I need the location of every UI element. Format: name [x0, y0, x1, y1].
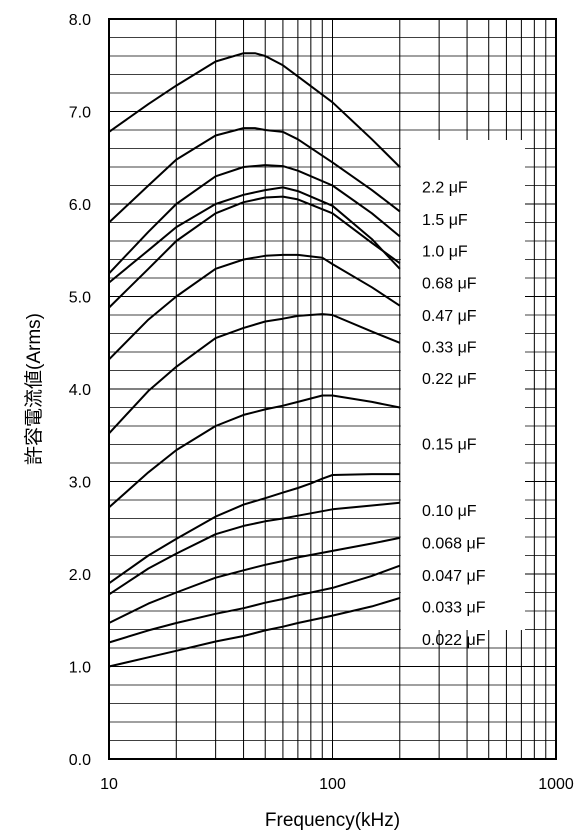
y-tick-label: 6.0	[69, 197, 91, 214]
y-tick-label: 5.0	[69, 290, 91, 307]
series-label: 0.33 μF	[422, 339, 477, 356]
series-label: 1.5 μF	[422, 212, 468, 229]
series-label: 0.047 μF	[422, 568, 486, 585]
plot-frame	[108, 18, 557, 760]
series-line	[108, 253, 401, 361]
series-label: 0.22 μF	[422, 371, 477, 388]
series-line	[108, 564, 401, 644]
y-tick-label: 7.0	[69, 105, 91, 122]
x-tick-labels: 10 100 1000	[100, 776, 574, 793]
y-tick-label: 2.0	[69, 567, 91, 584]
series-label: 0.15 μF	[422, 437, 477, 454]
series-label: 0.068 μF	[422, 536, 486, 553]
series-line	[108, 473, 400, 585]
series-line	[108, 164, 401, 275]
series-label: 0.10 μF	[422, 503, 477, 520]
y-tick-label: 3.0	[69, 475, 91, 492]
series-line	[108, 597, 401, 668]
series-line	[108, 127, 401, 224]
series-label: 1.0 μF	[422, 243, 468, 260]
x-tick-label: 10	[100, 776, 118, 793]
x-axis-title: Frequency(kHz)	[265, 810, 400, 831]
series-line	[108, 501, 400, 596]
series-line	[108, 186, 401, 284]
x-tick-label: 1000	[538, 776, 574, 793]
y-axis-title: 許容電流値(Arms)	[23, 313, 45, 465]
series-label: 0.022 μF	[422, 632, 486, 649]
series-label: 0.47 μF	[422, 308, 477, 325]
legend-label-background	[400, 140, 525, 630]
series-line	[108, 195, 401, 309]
y-tick-label: 0.0	[69, 752, 91, 769]
series-line	[108, 52, 401, 168]
series-line	[108, 536, 400, 624]
y-tick-label: 8.0	[69, 12, 91, 29]
series-label: 0.033 μF	[422, 599, 486, 616]
series-label: 0.68 μF	[422, 276, 477, 293]
series-labels: 2.2 μF 1.5 μF 1.0 μF 0.68 μF 0.47 μF 0.33 μF 0…	[422, 179, 486, 648]
y-tick-labels: 0.0 1.0 2.0 3.0 4.0 5.0 6.0 7.0 8.0	[69, 12, 91, 769]
x-tick-label: 100	[319, 776, 346, 793]
y-tick-label: 4.0	[69, 382, 91, 399]
y-tick-label: 1.0	[69, 660, 91, 677]
series-line	[108, 313, 401, 435]
series-label: 2.2 μF	[422, 179, 468, 196]
series-line	[108, 394, 400, 509]
series-curves	[108, 52, 401, 668]
